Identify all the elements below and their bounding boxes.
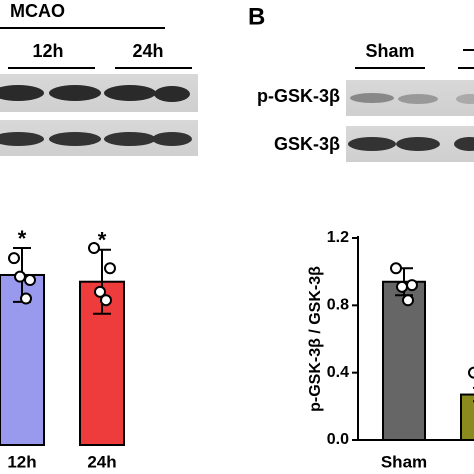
- data-point: [20, 292, 32, 305]
- data-point: [14, 270, 26, 283]
- data-point: [8, 252, 20, 265]
- row-label: p-GSK-3β: [257, 86, 340, 106]
- bar: [382, 280, 426, 441]
- data-point: [24, 274, 36, 287]
- significance-mark: *: [18, 226, 27, 251]
- x-tick-label: Sham: [381, 452, 427, 471]
- y-tick-label: 0.8: [327, 297, 349, 314]
- blot-strip: [0, 120, 198, 156]
- data-point: [104, 262, 116, 275]
- panel-letter: B: [248, 3, 265, 30]
- blot-strip: [346, 126, 474, 162]
- blot-strip: [0, 74, 198, 112]
- y-tick-label: 0.0: [327, 431, 349, 448]
- blot-strip: [346, 80, 474, 116]
- x-tick-label: 12h: [7, 452, 36, 471]
- data-point: [100, 294, 112, 307]
- y-tick-label: 1.2: [327, 229, 349, 246]
- data-point: [396, 280, 408, 293]
- data-point: [402, 294, 414, 307]
- bar: [460, 393, 474, 441]
- bar: [0, 273, 45, 446]
- data-point: [88, 242, 100, 255]
- data-point: [406, 279, 418, 292]
- x-tick-label: 24h: [87, 452, 116, 471]
- data-point: [94, 285, 106, 298]
- y-tick-label: 0.4: [327, 364, 349, 381]
- significance-mark: *: [98, 228, 107, 253]
- data-point: [468, 366, 474, 379]
- time-label: 12h: [32, 41, 63, 61]
- data-point: [390, 262, 402, 275]
- group-label: Sham: [365, 41, 414, 61]
- row-label: GSK-3β: [274, 134, 340, 154]
- y-axis-label: p-GSK-3β / GSK-3β: [307, 266, 324, 412]
- group-label: MCAO: [10, 1, 65, 21]
- time-label: 24h: [132, 41, 163, 61]
